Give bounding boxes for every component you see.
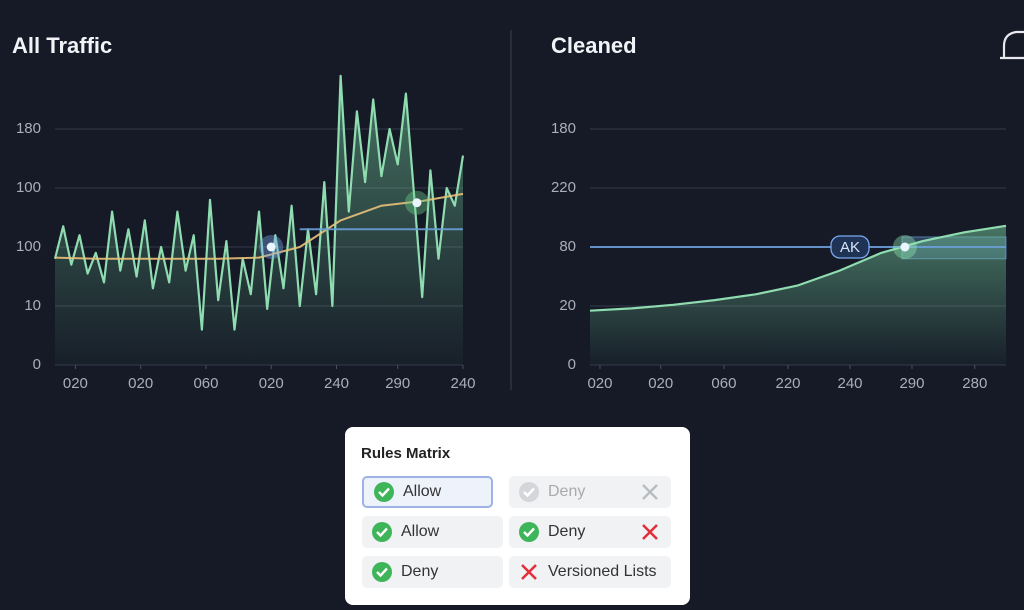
x-tick-label: 290 xyxy=(899,375,924,392)
x-tick-label: 020 xyxy=(259,375,284,392)
x-tick-label: 240 xyxy=(837,375,862,392)
x-tick-label: 060 xyxy=(193,375,218,392)
rule-cell[interactable]: Deny xyxy=(509,516,671,548)
x-tick-label: 020 xyxy=(128,375,153,392)
y-tick-label: 100 xyxy=(16,238,41,255)
cross-icon xyxy=(642,484,658,500)
rule-label: Allow xyxy=(401,523,440,540)
area xyxy=(590,225,1006,365)
cross-icon xyxy=(521,564,537,580)
x-tick-label: 290 xyxy=(385,375,410,392)
x-tick-label: 240 xyxy=(450,375,475,392)
rule-label: Allow xyxy=(403,483,442,500)
x-tick-label: 220 xyxy=(776,375,801,392)
rule-label: Deny xyxy=(548,523,586,540)
line xyxy=(589,224,1007,312)
check-icon xyxy=(519,482,539,502)
y-tick-label: 80 xyxy=(559,238,576,255)
rule-cell[interactable]: Versioned Lists xyxy=(509,556,671,588)
line xyxy=(54,192,464,260)
y-tick-label: 100 xyxy=(16,179,41,196)
x-tick-label: 240 xyxy=(324,375,349,392)
y-tick-label: 180 xyxy=(16,120,41,137)
marker xyxy=(900,242,910,252)
y-tick-label: 0 xyxy=(568,356,576,373)
y-tick-label: 180 xyxy=(551,120,576,137)
rules-matrix: Rules Matrix Allow Deny Allow Deny Deny … xyxy=(345,427,690,605)
check-icon xyxy=(372,562,392,582)
bell-icon[interactable] xyxy=(1000,30,1024,60)
rule-cell[interactable]: Deny xyxy=(509,476,671,508)
x-tick-label: 020 xyxy=(587,375,612,392)
rule-cell[interactable]: Allow xyxy=(362,516,503,548)
cross-icon xyxy=(642,524,658,540)
annotation-pill xyxy=(830,235,870,259)
x-tick-label: 060 xyxy=(711,375,736,392)
rule-label: Deny xyxy=(401,563,439,580)
rule-cell[interactable]: Allow xyxy=(362,476,493,508)
marker xyxy=(412,198,422,208)
rule-cell[interactable]: Deny xyxy=(362,556,503,588)
chart-title: All Traffic xyxy=(12,33,112,58)
check-icon xyxy=(374,482,394,502)
chart-title: Cleaned xyxy=(551,33,637,58)
x-tick-label: 020 xyxy=(63,375,88,392)
y-tick-label: 220 xyxy=(551,179,576,196)
check-icon xyxy=(372,522,392,542)
y-tick-label: 0 xyxy=(33,356,41,373)
x-tick-label: 280 xyxy=(962,375,987,392)
rules-title: Rules Matrix xyxy=(361,445,451,462)
check-icon xyxy=(519,522,539,542)
marker xyxy=(266,242,276,252)
x-tick-label: 020 xyxy=(648,375,673,392)
line xyxy=(53,74,465,331)
y-tick-label: 20 xyxy=(559,297,576,314)
rule-label: Deny xyxy=(548,483,586,500)
rule-label: Versioned Lists xyxy=(548,563,657,580)
y-tick-label: 10 xyxy=(24,297,41,314)
annotation: AK xyxy=(840,239,860,256)
